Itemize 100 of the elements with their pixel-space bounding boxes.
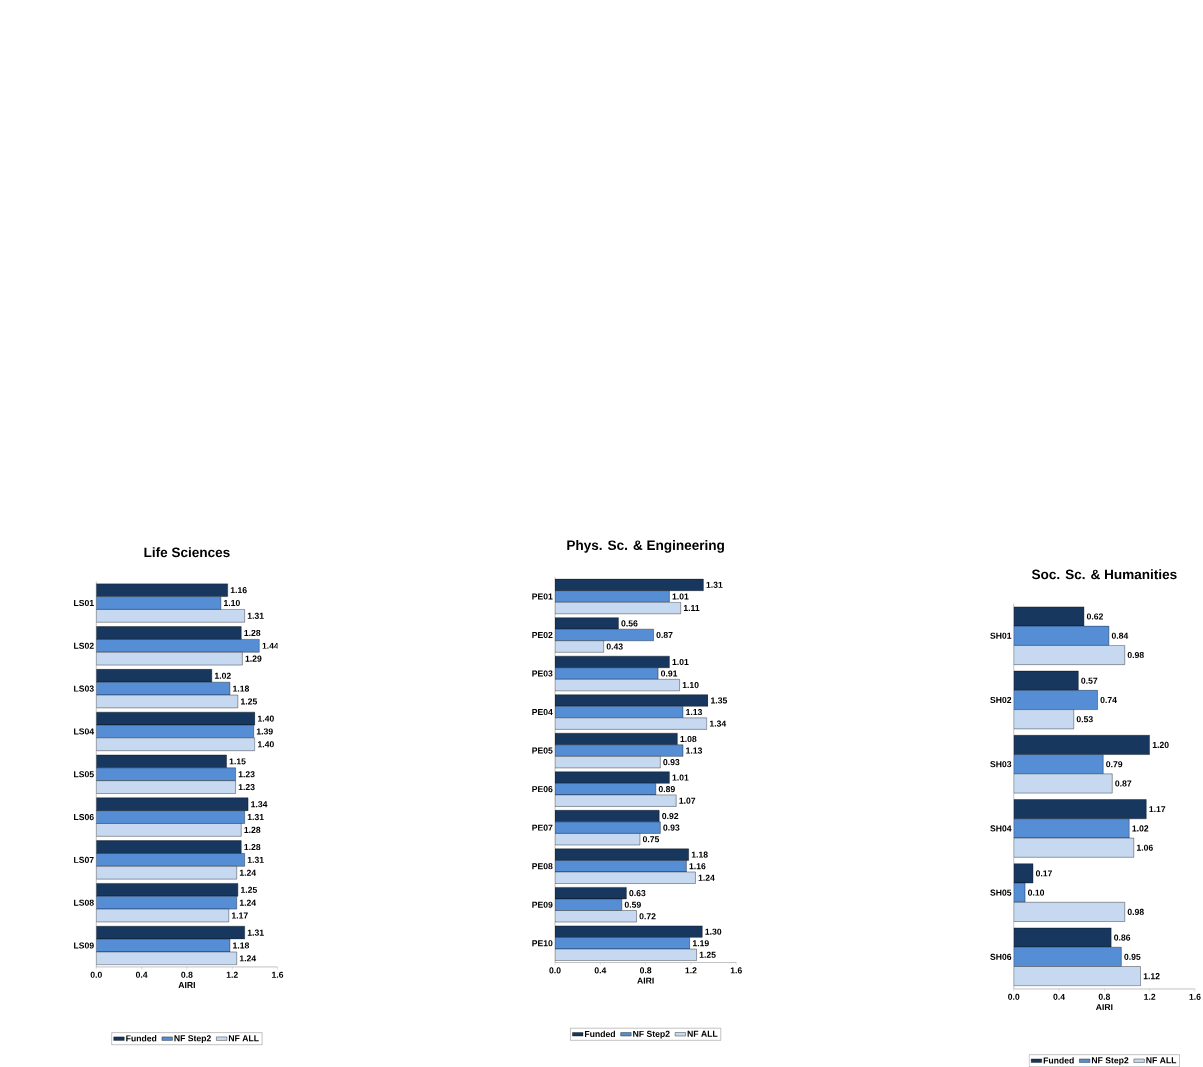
x-tick-label: 0.0 xyxy=(549,967,561,974)
data-label: 1.31 xyxy=(247,856,264,863)
y-tick-label: LS04 xyxy=(74,728,95,735)
data-label: 1.07 xyxy=(679,797,696,804)
y-tick-label: LS05 xyxy=(74,771,94,778)
bar xyxy=(1013,625,1110,646)
data-label: 1.23 xyxy=(238,771,255,778)
data-label: 1.30 xyxy=(705,928,722,935)
x-tick-label: 1.6 xyxy=(730,967,742,974)
y-tick-label: PE04 xyxy=(532,709,553,716)
data-label: 1.39 xyxy=(256,728,273,735)
legend-label: Funded xyxy=(584,1030,615,1038)
data-label: 0.98 xyxy=(1127,652,1144,659)
bar xyxy=(1013,690,1098,710)
data-label: 1.28 xyxy=(244,844,261,851)
data-label: 1.11 xyxy=(683,605,700,612)
data-label: 1.23 xyxy=(238,784,255,791)
data-label: 0.89 xyxy=(658,786,675,793)
legend-label: NF ALL xyxy=(1146,1057,1177,1064)
data-label: 0.86 xyxy=(1114,934,1131,941)
data-label: 0.98 xyxy=(1127,908,1144,916)
data-label: 1.25 xyxy=(241,698,258,705)
data-label: 0.74 xyxy=(1100,696,1117,704)
x-tick-label: 0.4 xyxy=(594,967,607,974)
data-label: 1.31 xyxy=(706,581,723,588)
x-tick-label: 0.8 xyxy=(181,971,193,978)
x-axis-title: AIRI xyxy=(637,977,654,984)
y-tick-label: LS01 xyxy=(74,599,94,607)
bar xyxy=(1013,645,1125,665)
data-label: 1.18 xyxy=(233,685,250,692)
x-tick-label: 1.2 xyxy=(226,971,238,978)
data-label: 0.75 xyxy=(642,836,660,843)
chart-title: Soc. Sc. & Humanities xyxy=(1031,569,1177,580)
data-label: 0.53 xyxy=(1076,716,1093,723)
data-label: 0.92 xyxy=(662,813,679,820)
bar xyxy=(1013,966,1141,986)
y-tick-label: SH05 xyxy=(990,889,1012,896)
bar xyxy=(1013,818,1130,839)
y-tick-label: PE05 xyxy=(532,747,553,754)
data-label: 1.16 xyxy=(230,587,247,594)
data-label: 0.59 xyxy=(624,901,641,908)
data-label: 1.12 xyxy=(1143,973,1160,980)
bar xyxy=(555,771,670,784)
legend-label: NF ALL xyxy=(687,1030,718,1037)
y-tick-label: PE06 xyxy=(532,786,553,793)
data-label: 0.79 xyxy=(1106,761,1123,768)
data-label: 1.13 xyxy=(686,709,703,716)
bar xyxy=(1013,927,1112,948)
data-label: 1.10 xyxy=(224,599,240,607)
x-tick-label: 0.4 xyxy=(135,971,148,978)
data-label: 0.62 xyxy=(1086,613,1104,620)
y-tick-label: PE08 xyxy=(532,863,553,870)
data-label: 1.13 xyxy=(686,747,703,754)
legend-label: NF Step2 xyxy=(174,1035,211,1044)
data-label: 1.35 xyxy=(711,697,728,704)
data-label: 1.24 xyxy=(239,869,257,876)
y-tick-label: PE02 xyxy=(532,631,553,639)
y-tick-label: LS06 xyxy=(74,814,94,821)
data-label: 1.10 xyxy=(682,682,699,689)
data-label: 1.28 xyxy=(244,629,261,637)
data-label: 0.10 xyxy=(1028,889,1045,896)
data-label: 1.19 xyxy=(692,940,709,947)
bar xyxy=(555,848,689,861)
data-label: 1.20 xyxy=(1152,741,1169,749)
data-label: 1.25 xyxy=(699,951,716,958)
data-label: 0.63 xyxy=(629,890,646,897)
chart-title: Phys. Sc. & Engineering xyxy=(567,540,724,553)
data-label: 1.44 xyxy=(262,642,279,649)
y-tick-label: LS09 xyxy=(74,942,94,949)
data-label: 0.56 xyxy=(621,620,638,627)
legend-label: Funded xyxy=(1043,1057,1074,1064)
y-tick-label: SH02 xyxy=(990,696,1012,704)
legend-label: NF Step2 xyxy=(1091,1057,1129,1066)
x-tick-label: 1.2 xyxy=(685,967,697,974)
data-label: 1.08 xyxy=(680,736,697,743)
y-tick-label: PE10 xyxy=(532,940,553,947)
data-label: 1.17 xyxy=(231,912,248,919)
data-label: 1.24 xyxy=(239,899,257,906)
data-label: 1.15 xyxy=(229,758,246,765)
x-tick-label: 0.8 xyxy=(1098,993,1111,1000)
x-axis-title: AIRI xyxy=(178,982,195,989)
data-label: 1.31 xyxy=(247,612,264,619)
bar xyxy=(1013,670,1079,691)
data-label: 1.24 xyxy=(698,874,715,881)
legend-label: NF ALL xyxy=(228,1035,259,1042)
y-tick-label: SH04 xyxy=(990,825,1012,832)
legend-label: Funded xyxy=(126,1035,157,1042)
chart-title: Life Sciences xyxy=(144,547,230,558)
data-label: 1.18 xyxy=(233,942,250,949)
data-label: 1.29 xyxy=(245,655,262,662)
data-label: 1.28 xyxy=(244,826,261,834)
y-tick-label: SH03 xyxy=(990,761,1012,768)
data-label: 1.24 xyxy=(239,955,257,962)
data-label: 0.91 xyxy=(661,670,678,677)
data-label: 1.06 xyxy=(1136,844,1153,851)
x-tick-label: 0.4 xyxy=(1053,993,1065,1000)
bar xyxy=(1013,902,1125,922)
data-label: 1.01 xyxy=(672,593,689,600)
bar xyxy=(1013,754,1104,775)
data-label: 0.17 xyxy=(1035,870,1052,877)
